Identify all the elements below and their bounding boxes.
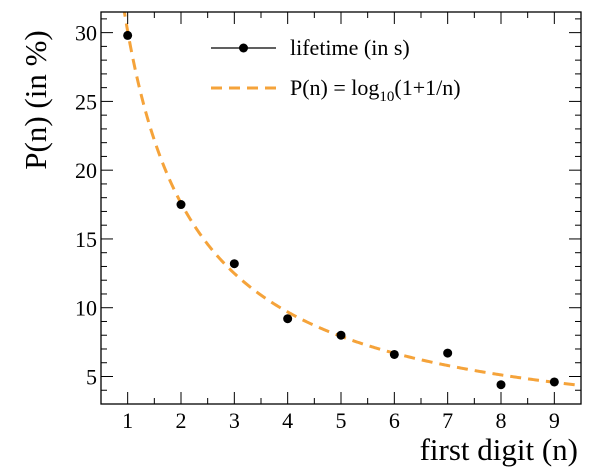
- x-tick-label: 1: [122, 408, 133, 433]
- legend-label-lifetime: lifetime (in s): [290, 35, 410, 60]
- x-axis: 1 2 3 4 5 6 7 8 9: [100, 12, 582, 433]
- data-point: [443, 348, 453, 358]
- y-tick-label: 15: [75, 227, 97, 252]
- x-tick-label: 8: [496, 408, 507, 433]
- y-axis-title: P(n) (in %): [18, 30, 53, 169]
- y-tick-label: 25: [75, 89, 97, 114]
- benford-curve: [122, 12, 581, 387]
- data-point: [229, 259, 239, 269]
- plot-data: [122, 12, 581, 390]
- legend: lifetime (in s) P(n) = log10(1+1/n): [211, 35, 461, 105]
- legend-marker-lifetime: [239, 43, 248, 53]
- y-axis: 5 10 15 20 25 30: [75, 18, 581, 391]
- x-tick-label: 9: [549, 408, 560, 433]
- x-tick-label: 5: [336, 408, 347, 433]
- y-tick-label: 30: [75, 21, 97, 46]
- x-tick-label: 3: [229, 408, 240, 433]
- x-tick-label: 2: [176, 408, 187, 433]
- data-point: [549, 377, 559, 387]
- data-point: [336, 330, 346, 340]
- legend-label-benford: P(n) = log10(1+1/n): [290, 75, 461, 105]
- x-tick-label: 4: [282, 408, 293, 433]
- y-tick-label: 10: [75, 296, 97, 321]
- data-point: [283, 314, 293, 324]
- y-tick-label: 5: [86, 364, 97, 389]
- data-point: [496, 380, 506, 390]
- plot-frame: [100, 11, 582, 405]
- y-tick-label: 20: [75, 158, 97, 183]
- data-point: [389, 349, 399, 359]
- x-tick-label: 7: [442, 408, 453, 433]
- x-tick-label: 6: [389, 408, 400, 433]
- data-point: [123, 30, 133, 40]
- data-point: [176, 200, 186, 210]
- x-axis-title: first digit (n): [420, 432, 578, 467]
